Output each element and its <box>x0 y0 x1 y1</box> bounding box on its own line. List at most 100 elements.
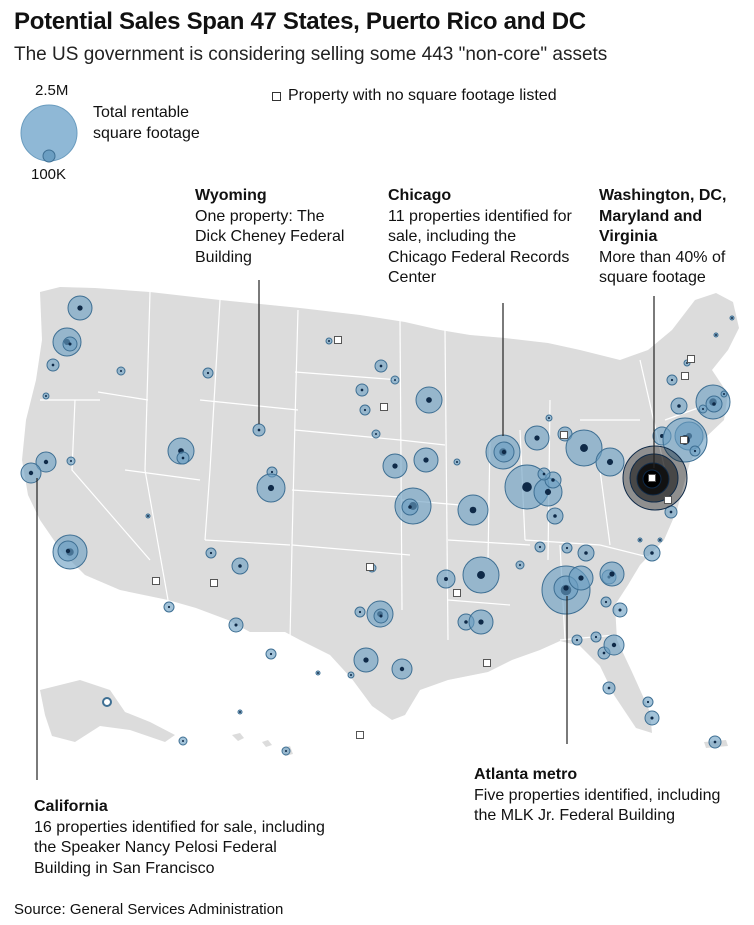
annotation-dc: Washington, DC, Maryland and Virginia Mo… <box>599 186 749 289</box>
property-center-dot <box>677 404 681 408</box>
property-center-dot <box>285 750 287 752</box>
property-center-dot <box>646 700 650 704</box>
property-center-dot <box>580 444 588 452</box>
property-center-dot <box>606 458 614 466</box>
property-center-dot <box>538 545 542 549</box>
property-center-dot <box>618 608 622 612</box>
annotation-chicago: Chicago 11 properties identified for sal… <box>388 186 578 289</box>
legend-large-value: 2.5M <box>35 82 69 99</box>
property-center-dot <box>426 397 432 403</box>
property-center-dot <box>712 402 716 406</box>
chart-subtitle: The US government is considering selling… <box>14 44 608 65</box>
no-footage-marker <box>483 659 491 667</box>
property-center-dot <box>270 470 274 474</box>
property-center-dot <box>209 551 213 555</box>
no-footage-marker <box>380 403 388 411</box>
property-center-dot <box>553 514 557 518</box>
no-footage-square-icon <box>272 92 281 101</box>
property-center-dot <box>602 651 606 655</box>
property-center-dot <box>669 510 673 514</box>
no-footage-marker <box>681 372 689 380</box>
no-footage-marker <box>334 336 342 344</box>
legend-circle-small <box>42 149 56 163</box>
property-center-dot <box>659 539 661 541</box>
property-center-dot <box>350 674 352 676</box>
leader-lines <box>36 280 655 780</box>
property-center-dot <box>238 564 242 568</box>
legend-size-label: Total rentable square footage <box>93 104 200 142</box>
property-center-dot <box>464 620 468 624</box>
legend-graphic <box>20 104 78 163</box>
no-footage-marker <box>560 431 568 439</box>
property-center-dot <box>234 623 238 627</box>
property-center-dot <box>182 740 184 742</box>
property-center-dot <box>534 435 540 441</box>
property-center-dot <box>317 672 319 674</box>
annotation-wyoming: Wyoming One property: The Dick Cheney Fe… <box>195 186 355 268</box>
property-center-dot <box>28 470 34 476</box>
no-footage-marker <box>356 731 364 739</box>
property-center-dot <box>544 488 552 496</box>
property-center-dot <box>670 378 674 382</box>
property-center-dot <box>379 364 383 368</box>
property-center-dot <box>650 551 654 555</box>
property-center-dot <box>239 711 241 713</box>
contiguous-us-landmass <box>22 287 739 733</box>
property-center-dot <box>45 395 47 397</box>
chart-title: Potential Sales Span 47 States, Puerto R… <box>14 8 586 35</box>
property-center-dot <box>257 428 261 432</box>
property-center-dot <box>607 686 611 690</box>
annotation-atlanta: Atlanta metro Five properties identified… <box>474 765 724 827</box>
property-center-dot <box>408 505 412 509</box>
property-center-dot <box>70 460 72 462</box>
no-footage-marker <box>664 496 672 504</box>
annotation-chicago-body: 11 properties identified for sale, inclu… <box>388 207 572 287</box>
property-center-dot <box>43 459 49 465</box>
property-center-dot <box>379 614 383 618</box>
property-center-dot <box>423 457 429 463</box>
no-footage-marker <box>680 436 688 444</box>
property-center-dot <box>181 456 185 460</box>
property-center-dot <box>542 472 546 476</box>
annotation-wyoming-body: One property: The Dick Cheney Federal Bu… <box>195 207 345 266</box>
property-center-dot <box>363 657 369 663</box>
property-center-dot <box>723 393 725 395</box>
property-center-dot <box>713 740 717 744</box>
annotation-atlanta-body: Five properties identified, including th… <box>474 786 721 825</box>
property-center-dot <box>604 600 608 604</box>
no-footage-marker <box>687 355 695 363</box>
no-footage-marker <box>210 579 218 587</box>
no-footage-marker <box>152 577 160 585</box>
property-center-dot <box>565 546 569 550</box>
property-center-dot <box>478 619 484 625</box>
property-bubbles <box>20 295 735 756</box>
legend-small-value: 100K <box>31 166 67 183</box>
property-center-dot <box>575 638 579 642</box>
property-center-dot <box>639 539 641 541</box>
property-center-dot <box>360 388 364 392</box>
property-center-dot <box>715 334 717 336</box>
annotation-dc-body: More than 40% of square footage <box>599 248 726 287</box>
property-center-dot <box>375 433 377 435</box>
annotation-california-body: 16 properties identified for sale, inclu… <box>34 818 325 877</box>
annotation-atlanta-head: Atlanta metro <box>474 766 578 783</box>
alaska-marker <box>102 697 112 707</box>
property-center-dot <box>650 716 654 720</box>
legend-square-label: Property with no square footage listed <box>288 87 557 104</box>
no-footage-marker <box>366 563 374 571</box>
property-center-dot <box>328 340 330 342</box>
annotation-california: California 16 properties identified for … <box>34 797 334 879</box>
property-center-dot <box>392 463 398 469</box>
property-center-dot <box>206 371 210 375</box>
property-center-dot <box>77 305 83 311</box>
property-center-dot <box>469 506 477 514</box>
land-layer <box>22 287 739 756</box>
no-footage-marker <box>453 589 461 597</box>
annotation-chicago-head: Chicago <box>388 187 452 204</box>
annotation-california-head: California <box>34 798 108 815</box>
property-center-dot <box>267 484 275 492</box>
property-center-dot <box>363 408 367 412</box>
property-center-dot <box>68 342 72 346</box>
property-center-dot <box>456 461 458 463</box>
